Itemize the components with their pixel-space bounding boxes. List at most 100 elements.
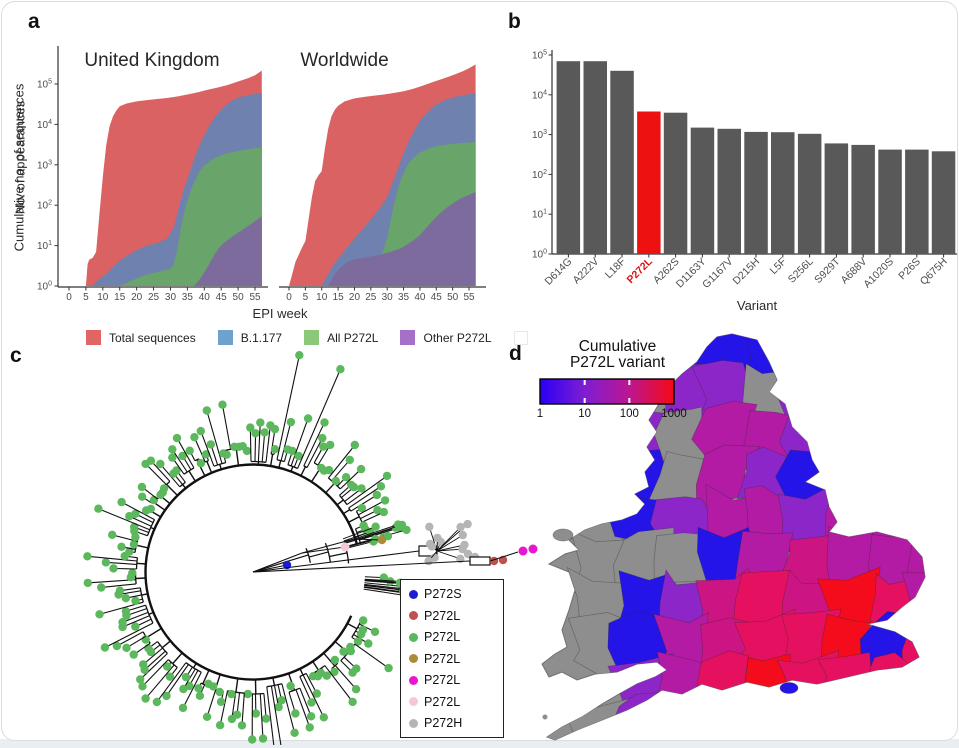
- tree-tip: [274, 702, 283, 712]
- tree-tip: [319, 713, 328, 722]
- tree-tip: [227, 689, 236, 699]
- a-x-tick-label: 5: [83, 292, 89, 303]
- a-x-tick-label: 50: [447, 292, 459, 303]
- map-region: [908, 485, 925, 544]
- tree-tip: [141, 694, 150, 703]
- a-x-tick-label: 45: [431, 292, 443, 303]
- tree-tip: [172, 433, 182, 443]
- a-legend-item-2: All P272L: [304, 330, 378, 345]
- tree-tip: [112, 641, 122, 651]
- tree-tip: [129, 540, 139, 549]
- tree-tip: [330, 667, 339, 677]
- tree-tip: [251, 429, 260, 438]
- tree-legend-label: P272L: [424, 673, 461, 687]
- tree-legend-label: P272L: [424, 651, 461, 666]
- tree-tip: [331, 476, 340, 486]
- a-x-tick-label: 45: [216, 292, 228, 303]
- tree-tip: [270, 424, 280, 434]
- a-x-tick-label: 0: [286, 292, 292, 303]
- tree-tip: [195, 691, 205, 700]
- tree-tip: [202, 712, 212, 721]
- subplot-title-uk: United Kingdom: [84, 50, 220, 71]
- tree-tip: [138, 682, 147, 691]
- tree-tip: [312, 689, 321, 698]
- tree-tip: [117, 497, 126, 507]
- bar-D614G: [556, 61, 581, 255]
- tree-tip: [251, 709, 261, 718]
- tree-tip: [456, 522, 465, 532]
- tree-tip: [364, 639, 373, 648]
- bar-A222V: [583, 61, 607, 255]
- tree-tip: [242, 446, 252, 456]
- tree-tip: [295, 351, 304, 360]
- map-region: [816, 401, 886, 461]
- tree-tip: [349, 482, 359, 492]
- b-x-tick-label-Q675H: Q675H: [918, 256, 950, 288]
- a-legend-label: Other P272L: [423, 330, 492, 345]
- a-y-tick-label: 100: [37, 281, 52, 293]
- a-legend-empty-swatch: [513, 330, 528, 345]
- tree-tip: [243, 689, 252, 699]
- tree-tip: [318, 433, 327, 443]
- tree-legend-label: P272L: [424, 630, 461, 644]
- tree-tip: [178, 703, 188, 713]
- b-x-tick-label-D215H: D215H: [731, 256, 763, 288]
- tree-tip: [196, 459, 206, 468]
- panel-d-letter: d: [509, 342, 522, 365]
- b-y-axis-label: No. of appearances: [12, 100, 28, 215]
- tree-tip: [348, 668, 357, 677]
- b-y-tick-label: 103: [532, 129, 547, 141]
- b-x-tick-label-S929T: S929T: [812, 255, 843, 286]
- tree-tip: [131, 596, 140, 605]
- tree-tip: [305, 723, 314, 732]
- tree-tip: [336, 365, 345, 374]
- tree-tip: [125, 547, 134, 556]
- a-y-tick-label: 103: [37, 159, 52, 171]
- tree-tip: [118, 618, 127, 627]
- map-scale-title-line2: P272L variant: [569, 354, 666, 372]
- tree-tip: [528, 544, 538, 554]
- a-x-tick-label: 25: [148, 292, 160, 303]
- tree-tip: [83, 552, 92, 561]
- tree-tip: [146, 504, 155, 514]
- a-legend-label: B.1.177: [240, 330, 283, 345]
- a-x-tick-label: 25: [365, 292, 377, 303]
- map-scale-title-line1: Cumulative: [578, 338, 657, 355]
- tree-tip: [357, 630, 366, 639]
- tree-tip: [146, 456, 156, 465]
- bar-A262S: [663, 112, 688, 254]
- tree-tip: [357, 484, 366, 493]
- bar-L18F: [610, 70, 634, 254]
- tree-tip: [136, 675, 145, 684]
- tree-tip: [178, 451, 187, 461]
- tree-legend-label: P272S: [424, 587, 462, 601]
- tree-legend-dot: [409, 611, 418, 620]
- tree-tip: [156, 459, 165, 469]
- a-x-tick-label: 55: [463, 292, 475, 303]
- a-x-tick-label: 30: [165, 292, 177, 303]
- a-legend-label: Total sequences: [109, 330, 196, 345]
- tree-tip: [288, 446, 297, 456]
- map-anglesey: [552, 528, 574, 542]
- a-x-tick-label: 20: [131, 292, 143, 303]
- b-y-tick-label: 100: [532, 249, 547, 261]
- tree-tip: [345, 455, 354, 465]
- tree-tip: [258, 734, 268, 743]
- tree-tip: [373, 506, 382, 515]
- tree-tip: [196, 426, 205, 436]
- tree-tip: [215, 721, 225, 730]
- tree-tip: [227, 714, 237, 724]
- tree-tip: [83, 578, 93, 588]
- tree-tip: [306, 712, 316, 721]
- tree-legend-item-3: P272L: [409, 652, 495, 666]
- bar-D1163Y: [690, 127, 715, 254]
- b-x-tick-label-G1167V: G1167V: [700, 256, 735, 291]
- tree-tip: [163, 662, 172, 671]
- tree-tip: [109, 564, 118, 573]
- tree-tip: [319, 442, 328, 451]
- tree-legend-item-0: P272S: [409, 587, 495, 601]
- tree-tip: [131, 509, 140, 518]
- tree-tip: [185, 446, 194, 455]
